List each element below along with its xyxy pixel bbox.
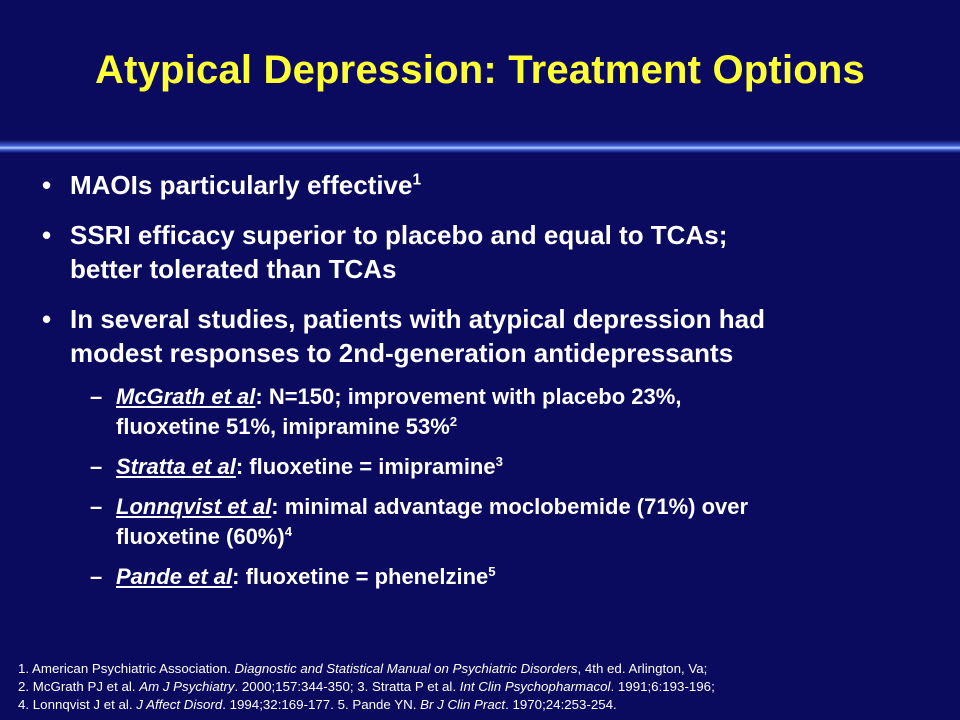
reference-text: . 1994;32:169-177. 5. Pande YN. [222,697,421,712]
author-ref: McGrath et al [116,384,256,409]
sub-bullet-text: : fluoxetine = phenelzine [232,564,489,589]
bullet-item: • In several studies, patients with atyp… [42,302,942,370]
bullet-text: MAOIs particularly effective [70,170,413,200]
bullet-dot: • [42,220,52,250]
reference-text: 1. American Psychiatric Association. [18,661,235,676]
reference-source: J Affect Disord [136,697,223,712]
sub-bullet-text: fluoxetine 51%, imipramine 53% [116,414,450,439]
citation-sup: 5 [488,564,496,580]
sub-bullet-text: : N=150; improvement with placebo 23%, [255,384,682,409]
reference-text: . 1970;24:253-254. [505,697,617,712]
title-divider [0,140,960,153]
sub-bullet-text: fluoxetine (60%) [116,524,285,549]
sub-bullet-item: – Stratta et al: fluoxetine = imipramine… [42,452,942,482]
citation-sup: 4 [284,524,293,540]
bullet-dot: • [42,304,52,334]
reference-text: 2. McGrath PJ et al. [18,679,140,694]
references: 1. American Psychiatric Association. Dia… [18,660,948,714]
sub-bullet-dash: – [90,384,103,409]
citation-sup: 3 [495,454,503,470]
bullet-text: modest responses to 2nd-generation antid… [70,338,734,368]
bullet-text: better tolerated than TCAs [70,254,397,284]
author-ref: Lonnqvist et al [116,494,272,519]
reference-text: , 4th ed. Arlington, Va; [577,661,708,676]
reference-line: 4. Lonnqvist J et al. J Affect Disord. 1… [18,696,948,714]
citation-sup: 2 [449,414,458,430]
reference-source: Diagnostic and Statistical Manual on Psy… [234,661,578,676]
sub-bullet-text: : minimal advantage moclobemide (71%) ov… [271,494,749,519]
reference-text: 4. Lonnqvist J et al. [18,697,137,712]
sub-bullet-item: – Pande et al: fluoxetine = phenelzine5 [42,562,942,592]
sub-bullet-item: – McGrath et al: N=150; improvement with… [42,382,942,442]
slide-title: Atypical Depression: Treatment Options [95,48,865,92]
bullet-item: • MAOIs particularly effective1 [42,168,942,202]
author-ref: Stratta et al [116,454,236,479]
bullet-list: • MAOIs particularly effective1 • SSRI e… [42,168,942,602]
sub-bullet-dash: – [90,564,103,589]
reference-text: . 2000;157:344-350; 3. Stratta P et al. [234,679,460,694]
reference-source: Br J Clin Pract [420,697,506,712]
author-ref: Pande et al [116,564,233,589]
bullet-dot: • [42,170,52,200]
citation-sup: 1 [412,171,422,189]
bullet-text: In several studies, patients with atypic… [70,304,765,334]
sub-bullet-dash: – [90,494,103,519]
bullet-item: • SSRI efficacy superior to placebo and … [42,218,942,286]
reference-text: . 1991;6:193-196; [610,679,715,694]
reference-source: Am J Psychiatry [139,679,235,694]
bullet-text: SSRI efficacy superior to placebo and eq… [70,220,728,250]
sub-bullet-text: : fluoxetine = imipramine [235,454,496,479]
sub-bullet-item: – Lonnqvist et al: minimal advantage moc… [42,492,942,552]
reference-line: 1. American Psychiatric Association. Dia… [18,660,948,678]
reference-source: Int Clin Psychopharmacol [459,679,611,694]
sub-bullet-dash: – [90,454,103,479]
reference-line: 2. McGrath PJ et al. Am J Psychiatry. 20… [18,678,948,696]
